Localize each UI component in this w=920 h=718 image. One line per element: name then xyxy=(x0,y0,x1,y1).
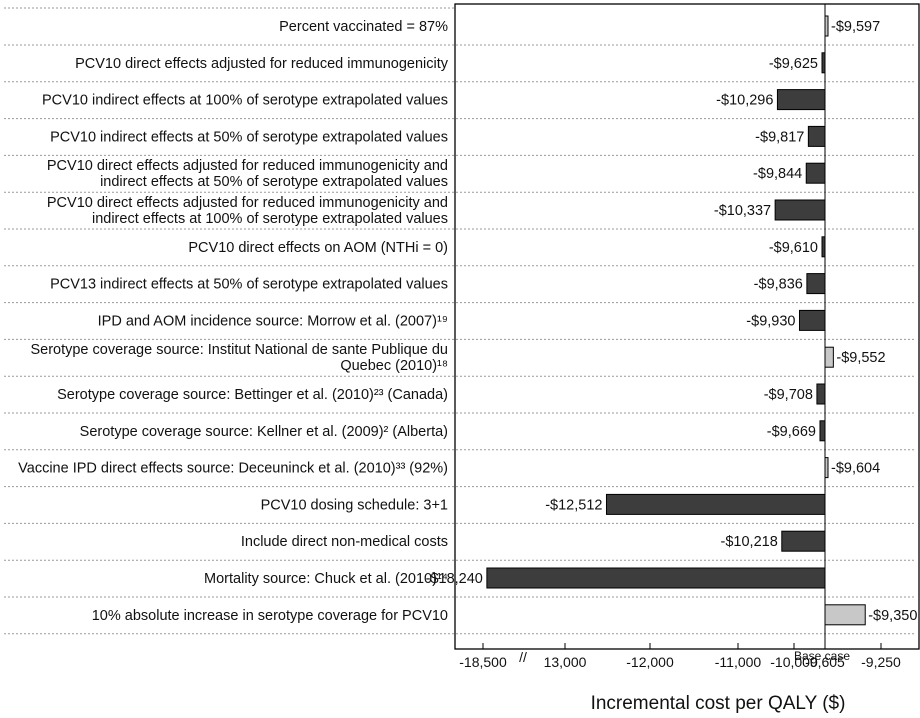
bar xyxy=(816,383,826,405)
axis-break-mark: // xyxy=(519,649,527,665)
row-label: PCV10 direct effects on AOM (NTHi = 0) xyxy=(188,240,448,256)
bars: -$9,597 -$9,625 -$10,296 -$9,817 -$9,844 -$10… xyxy=(426,15,917,626)
x-tick-label: -12,000 xyxy=(626,654,674,670)
row-label: Vaccine IPD direct effects source: Deceu… xyxy=(18,461,448,477)
bar-value-label: -$10,296 xyxy=(716,93,773,109)
bar-value-label: -$9,552 xyxy=(836,350,885,366)
bar-value-label: -$9,836 xyxy=(754,277,803,293)
bar xyxy=(807,125,826,147)
x-axis-title: Incremental cost per QALY ($) xyxy=(591,693,846,714)
row-label: Serotype coverage source: Institut Natio… xyxy=(30,342,448,374)
x-tick-label: 13,000 xyxy=(544,654,587,670)
bar-value-label: -$9,708 xyxy=(764,387,813,403)
row-label: PCV10 dosing schedule: 3+1 xyxy=(261,497,448,513)
bar-value-label: -$9,625 xyxy=(769,56,818,72)
row-label: Serotype coverage source: Bettinger et a… xyxy=(57,387,448,403)
bar-value-label: -$18,240 xyxy=(426,571,483,587)
row-label: PCV10 direct effects adjusted for reduce… xyxy=(47,195,448,227)
row-dividers xyxy=(4,7,916,635)
row-label: PCV13 indirect effects at 50% of serotyp… xyxy=(50,277,448,293)
x-tick-label: -9,250 xyxy=(861,654,901,670)
bar xyxy=(819,420,826,442)
row-label: Mortality source: Chuck et al. (2010)¹⁴ xyxy=(204,571,448,587)
row-label: PCV10 direct effects adjusted for reduce… xyxy=(47,158,448,190)
x-tick-label: -9,605 xyxy=(805,654,845,670)
row-label: PCV10 direct effects adjusted for reduce… xyxy=(75,56,449,72)
bar xyxy=(805,162,826,184)
x-tick-label: -10,000 xyxy=(770,654,818,670)
bar-value-label: -$9,844 xyxy=(753,166,802,182)
plot-frame xyxy=(454,3,920,650)
bar xyxy=(605,493,826,515)
bar xyxy=(486,567,826,589)
bar-value-label: -$9,604 xyxy=(831,461,880,477)
row-label: Include direct non-medical costs xyxy=(241,534,448,550)
row-label: PCV10 indirect effects at 50% of serotyp… xyxy=(50,129,448,145)
x-tick-label: -18,500 xyxy=(459,654,507,670)
x-tick-label: -11,000 xyxy=(715,654,762,670)
row-label: Serotype coverage source: Kellner et al.… xyxy=(80,424,448,440)
base-case-label: Base case xyxy=(794,649,850,663)
row-label: 10% absolute increase in serotype covera… xyxy=(92,608,448,624)
bar xyxy=(774,199,826,221)
bar xyxy=(806,273,826,295)
bar xyxy=(824,604,866,626)
bar xyxy=(781,530,826,552)
bar-value-label: -$12,512 xyxy=(545,497,602,513)
row-label: IPD and AOM incidence source: Morrow et … xyxy=(98,313,448,329)
bar xyxy=(798,309,826,331)
row-labels: Percent vaccinated = 87% PCV10 direct eff… xyxy=(18,19,449,624)
row-label: Percent vaccinated = 87% xyxy=(279,19,448,35)
bar xyxy=(824,346,834,368)
bar-value-label: -$9,930 xyxy=(746,313,795,329)
bar-value-label: -$10,337 xyxy=(714,203,771,219)
bar-value-label: -$9,597 xyxy=(831,19,880,35)
bar-value-label: -$9,610 xyxy=(769,240,818,256)
bar-value-label: -$9,817 xyxy=(755,129,804,145)
row-label: PCV10 indirect effects at 100% of seroty… xyxy=(42,93,448,109)
x-axis: -18,500 13,000 -12,000 -11,000 -10,000-9,605… xyxy=(459,643,901,670)
bar xyxy=(776,89,826,111)
bar-value-label: -$10,218 xyxy=(721,534,778,550)
bar-value-label: -$9,350 xyxy=(868,608,917,624)
bar-value-label: -$9,669 xyxy=(767,424,816,440)
